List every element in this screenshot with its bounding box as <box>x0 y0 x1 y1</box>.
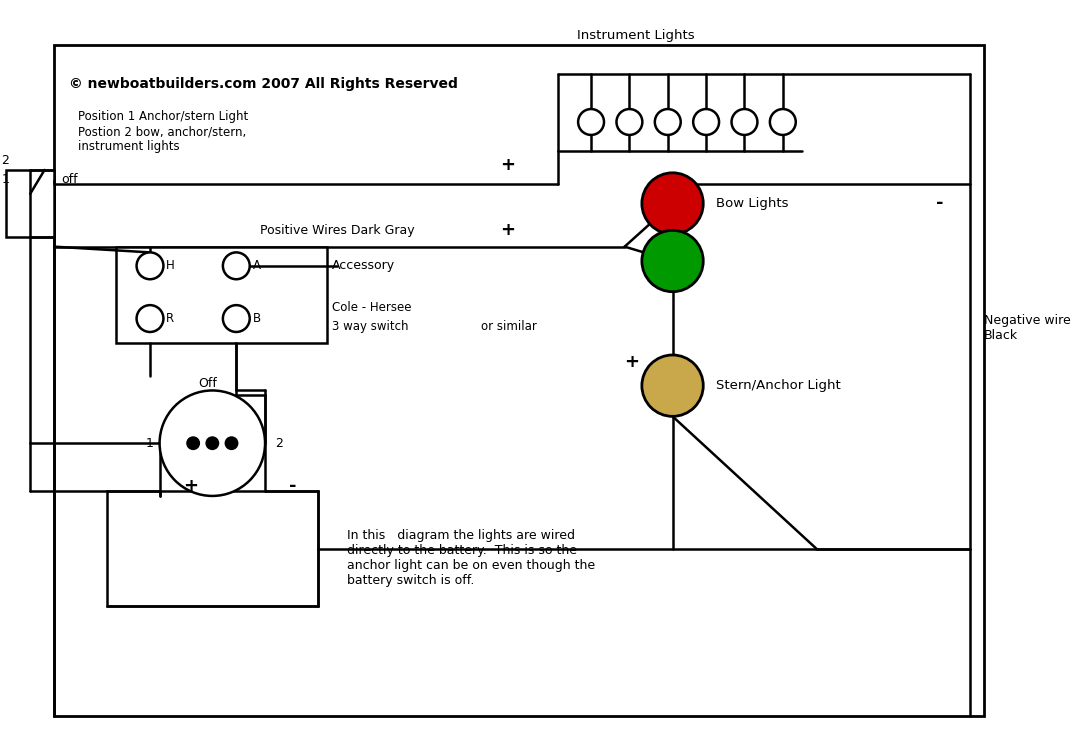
Bar <box>54 45 984 717</box>
Circle shape <box>187 437 200 449</box>
Text: Accessory: Accessory <box>333 259 395 272</box>
Circle shape <box>222 253 249 279</box>
Circle shape <box>617 109 643 135</box>
Text: 1: 1 <box>145 437 153 450</box>
Text: Off: Off <box>198 377 217 390</box>
Text: 2: 2 <box>1 154 10 167</box>
Text: Negative wire
Black: Negative wire Black <box>984 314 1071 342</box>
Text: -: - <box>289 477 297 495</box>
Circle shape <box>642 173 703 234</box>
Text: In this   diagram the lights are wired
directly to the battery.  This is so the
: In this diagram the lights are wired dir… <box>347 529 595 587</box>
Circle shape <box>731 109 757 135</box>
Text: 2: 2 <box>274 437 283 450</box>
Text: 3 way switch: 3 way switch <box>333 320 408 333</box>
Text: +: + <box>500 222 515 240</box>
Text: B: B <box>253 312 260 325</box>
Text: Positive Wires Dark Gray: Positive Wires Dark Gray <box>260 224 415 237</box>
Text: -: - <box>936 194 944 212</box>
Circle shape <box>693 109 719 135</box>
Text: Instrument Lights: Instrument Lights <box>577 29 694 42</box>
Text: H: H <box>166 259 175 272</box>
Bar <box>6 170 54 237</box>
Circle shape <box>642 231 703 292</box>
Text: Cole - Hersee: Cole - Hersee <box>333 301 411 314</box>
Circle shape <box>136 305 163 332</box>
Text: 1: 1 <box>1 173 10 186</box>
Text: +: + <box>624 353 639 370</box>
Text: © newboatbuilders.com 2007 All Rights Reserved: © newboatbuilders.com 2007 All Rights Re… <box>68 76 458 91</box>
Circle shape <box>654 109 680 135</box>
Bar <box>117 246 327 342</box>
Text: +: + <box>500 156 515 174</box>
Circle shape <box>770 109 796 135</box>
Text: +: + <box>184 477 199 495</box>
Circle shape <box>642 355 703 417</box>
Text: A: A <box>253 259 260 272</box>
Text: or similar: or similar <box>481 320 537 333</box>
Text: Bow Lights: Bow Lights <box>716 197 788 210</box>
Circle shape <box>206 437 218 449</box>
Text: Position 1 Anchor/stern Light
Postion 2 bow, anchor/stern,
instrument lights: Position 1 Anchor/stern Light Postion 2 … <box>78 110 248 153</box>
Text: off: off <box>60 173 78 186</box>
Text: Stern/Anchor Light: Stern/Anchor Light <box>716 380 840 392</box>
Bar <box>107 491 318 606</box>
Circle shape <box>136 253 163 279</box>
Circle shape <box>226 437 238 449</box>
Circle shape <box>222 305 249 332</box>
Circle shape <box>160 390 265 496</box>
Text: R: R <box>166 312 175 325</box>
Circle shape <box>578 109 604 135</box>
